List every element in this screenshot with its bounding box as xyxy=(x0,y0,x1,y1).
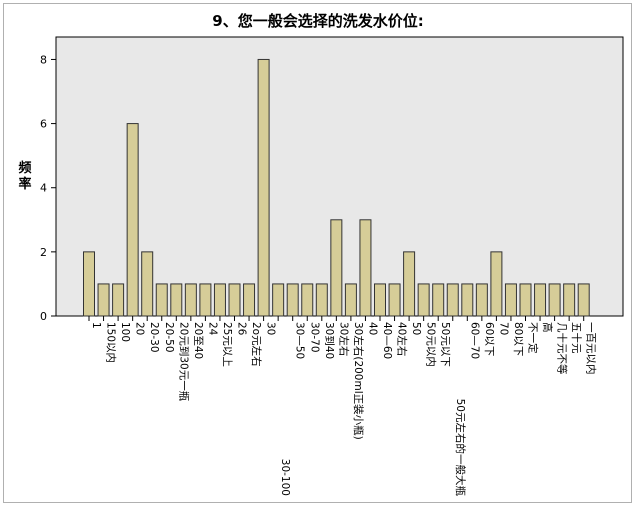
x-category-label: 50 xyxy=(410,322,422,335)
x-category-label: 一百元以内 xyxy=(585,322,598,375)
bar xyxy=(257,58,270,317)
bar xyxy=(548,283,561,317)
bar xyxy=(286,283,299,317)
x-category-label: 30-70 xyxy=(308,322,320,353)
bar xyxy=(577,283,590,317)
bar xyxy=(388,283,401,317)
bar xyxy=(403,251,416,317)
x-category-label: 30—50 xyxy=(294,322,306,359)
bar xyxy=(563,283,576,317)
x-category-label: 100 xyxy=(119,322,131,342)
bar xyxy=(272,283,285,317)
y-tick-label: 0 xyxy=(40,310,47,323)
x-category-label: 30-100 xyxy=(279,459,291,496)
bar xyxy=(301,283,314,317)
bar xyxy=(446,283,459,317)
bar xyxy=(126,123,139,317)
bar xyxy=(97,283,110,317)
bar xyxy=(228,283,241,317)
x-category-label: 20-30 xyxy=(148,322,160,353)
bar xyxy=(475,283,488,317)
bar xyxy=(534,283,547,317)
bar xyxy=(213,283,226,317)
x-category-label: 50元以内 xyxy=(425,322,438,367)
x-category-label: 1 xyxy=(90,322,102,329)
bar xyxy=(519,283,532,317)
y-axis: 0 2 4 6 8 xyxy=(40,53,56,323)
bar xyxy=(490,251,503,317)
bar xyxy=(184,283,197,317)
bar xyxy=(315,283,328,317)
bar xyxy=(374,283,386,317)
x-category-label: 高 xyxy=(541,322,554,333)
x-category-label: 20元到30元一瓶 xyxy=(177,322,190,402)
x-category-label: 60—70 xyxy=(468,322,480,359)
x-category-label: 50元左右的一般大瓶 xyxy=(454,399,467,497)
bar xyxy=(461,283,474,317)
bar xyxy=(141,251,154,317)
x-category-label: 五十元 xyxy=(570,322,583,354)
bar xyxy=(199,283,212,317)
bar xyxy=(170,283,183,317)
bar xyxy=(432,283,445,317)
x-category-label: 20至40 xyxy=(192,322,204,359)
x-category-label: 40—60 xyxy=(381,322,393,359)
x-category-label: 24 xyxy=(206,322,218,336)
x-category-label: 几十元不等 xyxy=(556,322,569,375)
x-category-label: 50元以下 xyxy=(439,322,451,367)
x-category-label: 20 xyxy=(134,322,146,335)
x-category-label: 60以下 xyxy=(483,322,495,356)
y-axis-label: 频率 xyxy=(18,160,31,192)
x-category-label: 不一定 xyxy=(527,322,540,354)
y-tick-label: 4 xyxy=(40,182,47,195)
bars xyxy=(83,58,590,317)
x-category-label: 30左右(200ml正装小瓶) xyxy=(352,322,365,440)
x-category-label: 30左右 xyxy=(337,322,350,356)
bar xyxy=(504,283,517,317)
x-category-label: 30 xyxy=(265,322,277,335)
x-category-label: 26 xyxy=(236,322,248,336)
bar xyxy=(112,283,125,317)
chart-title: 9、您一般会选择的洗发水价位: xyxy=(212,12,423,30)
bar xyxy=(330,219,343,317)
bar xyxy=(83,251,95,317)
x-category-label: 20-50 xyxy=(163,322,175,353)
x-category-label: 150以内 xyxy=(105,322,118,363)
bar xyxy=(344,283,357,317)
x-category-label: 30到40 xyxy=(323,322,335,359)
y-tick-label: 8 xyxy=(40,53,47,66)
y-tick-label: 2 xyxy=(40,246,47,259)
bar xyxy=(359,219,372,317)
bar xyxy=(155,283,168,317)
bar xyxy=(417,283,430,317)
x-category-label: 40左右 xyxy=(396,322,409,356)
x-category-label: 25元以上 xyxy=(221,322,233,367)
x-axis: 1 150以内 100 20 20-30 20-50 20元到30元一瓶 20至40 24 25元… xyxy=(88,316,598,497)
x-category-label: 2o元左右 xyxy=(250,322,263,367)
x-category-label: 70 xyxy=(497,322,509,335)
x-category-label: 80以下 xyxy=(512,322,524,356)
x-category-label: 40 xyxy=(366,322,378,335)
y-tick-label: 6 xyxy=(40,118,47,131)
bar xyxy=(243,283,256,317)
